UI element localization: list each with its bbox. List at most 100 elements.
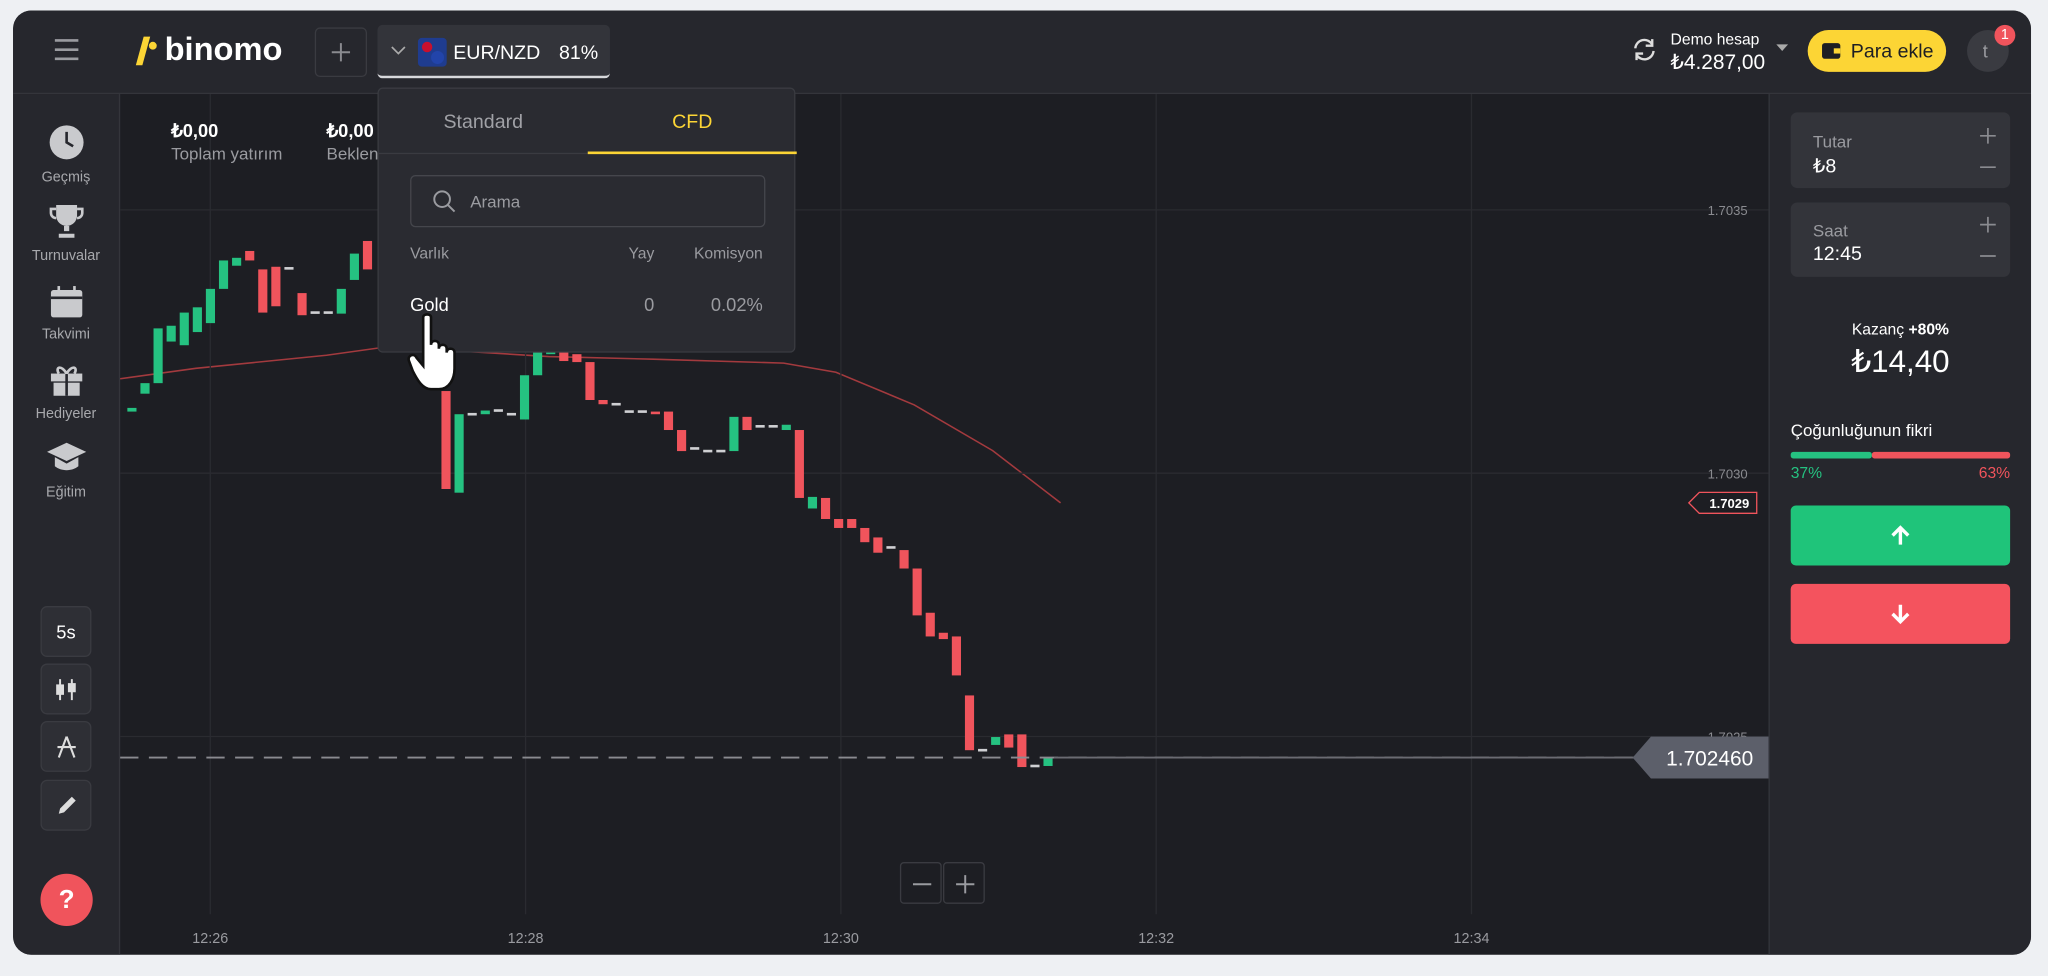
candle [140,383,150,394]
calendar-icon[interactable] [50,285,84,319]
gifts-icon[interactable] [50,363,84,397]
zoom-in[interactable] [943,862,985,904]
search-box[interactable]: Arama [410,175,766,228]
timeframe-button[interactable]: 5s [40,606,92,657]
tab-underline [587,151,797,155]
asset-name: EUR/NZD [453,41,541,64]
history-icon[interactable] [47,123,86,162]
stat-label: Beklen [326,143,379,164]
candle [1017,734,1027,768]
candle [1043,757,1053,766]
candle [310,311,320,314]
candle [1030,764,1040,768]
candle [336,288,346,314]
candle [650,411,660,415]
tab[interactable]: Standard [443,111,524,134]
candle [860,527,870,543]
deposit-label: Para ekle [1850,40,1934,63]
price-marker-label: 1.7029 [1709,496,1749,511]
zoom-out[interactable] [899,862,942,904]
moving-average [120,345,1062,504]
deposit-button[interactable]: Para ekle [1807,30,1947,72]
tab-active[interactable]: CFD [672,111,713,134]
candle [533,351,543,376]
candle [964,695,975,751]
candle [912,568,922,616]
profit: ₺14,40 [1851,344,1950,381]
candle [742,416,752,431]
price-marker-tag [1687,491,1758,514]
amount-field[interactable]: Tutar ₺8 [1790,112,2011,189]
candle [899,550,909,569]
current-price-tag [1632,736,1769,779]
candle [179,312,189,346]
candle [572,354,582,363]
candle [768,425,778,428]
candle [703,449,713,453]
candle [493,409,503,412]
column-header: Yay [628,244,655,263]
x-tick-label: 12:28 [508,931,544,947]
hand-cursor [407,313,456,391]
tournaments-icon[interactable] [48,202,85,239]
sidebar-label: Geçmiş [41,169,91,186]
column-header: Komisyon [693,244,763,263]
account-label: Demo hesap [1670,30,1760,49]
y-tick-label: 1.7030 [1708,466,1748,481]
avatar-letter: t [1982,40,1988,62]
flag-icon [417,37,447,67]
chart-type-button[interactable] [40,663,92,715]
add-tab-button[interactable] [314,27,368,78]
education-icon[interactable] [46,441,88,472]
asset-dropdown: Standard CFD Arama Varlık Yay Komisyon G… [377,87,797,353]
sentiment-up-bar [1790,451,1872,459]
amount-label: Tutar [1812,131,1852,152]
down-button[interactable] [1790,583,2011,644]
sync-icon[interactable] [1630,37,1659,63]
candle [807,496,818,509]
time-field[interactable]: Saat 12:45 [1790,202,2011,277]
candle [258,269,268,313]
x-tick-label: 12:30 [823,931,859,947]
help-button[interactable]: ? [40,873,93,927]
candle [585,362,595,400]
candle [245,250,255,261]
asset-selector[interactable]: EUR/NZD 81% [377,24,610,79]
sidebar-label: Turnuvalar [31,248,101,264]
logo-mark [135,36,157,66]
time-label: Saat [1812,220,1848,241]
indicators-button[interactable] [40,720,92,772]
account-caret[interactable] [1776,44,1789,52]
sidebar-label: Takvimi [41,326,90,343]
drawing-button[interactable] [40,779,92,831]
sentiment-title: Çoğunluğunun fikri [1790,420,1933,441]
candle [716,449,726,453]
sentiment-down: 63% [1978,463,2011,482]
candle [297,293,307,316]
candle [820,497,831,520]
candle [663,411,674,431]
logo: binomo [164,31,283,68]
profit-label: Kazanç [1851,319,1905,339]
x-tick-label: 12:26 [192,931,228,947]
candle [218,260,229,289]
asset-row-name[interactable]: Gold [410,293,449,315]
candle [362,240,373,270]
menu-icon[interactable] [52,37,81,63]
candle [1004,734,1014,748]
balance: ₺4.287,00 [1670,52,1766,75]
up-button[interactable] [1790,505,2011,566]
candle [506,412,517,416]
stat-value: ₺0,00 [171,120,219,142]
candle [598,399,608,405]
candle [127,407,137,412]
candle [624,410,634,413]
column-header: Varlık [410,244,450,263]
chart: 12:26 12:28 12:30 12:32 12:34 1.7035 1.7030 1.7… [120,94,1769,947]
x-tick-label: 12:32 [1138,931,1174,947]
asset-payout: 81% [559,41,599,64]
candle [938,632,948,640]
candle [232,257,242,266]
search-placeholder: Arama [470,191,521,212]
